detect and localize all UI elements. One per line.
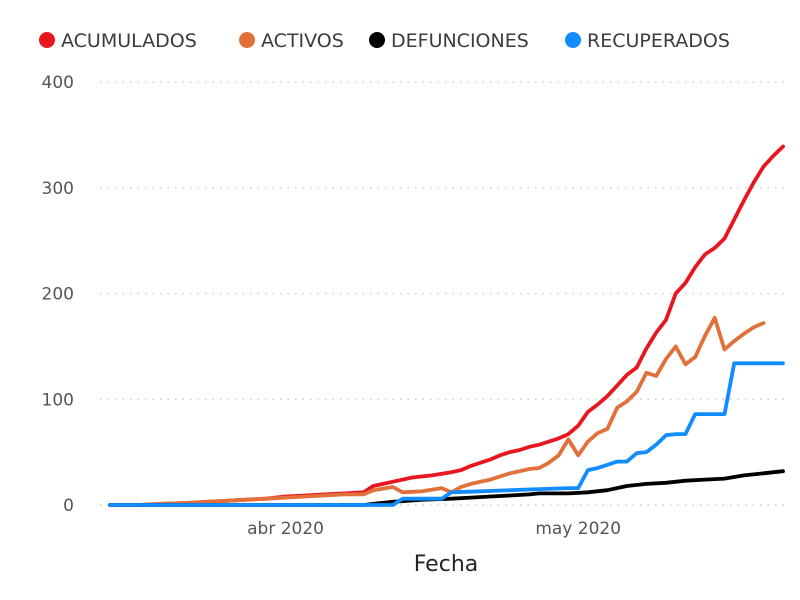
y-tick-label: 300 xyxy=(42,179,74,199)
series-line-recuperados xyxy=(108,361,785,507)
y-tick-label: 100 xyxy=(42,390,74,410)
legend-label: DEFUNCIONES xyxy=(391,30,529,52)
legend-item-defunciones: DEFUNCIONES xyxy=(369,30,529,52)
legend-marker xyxy=(239,32,255,48)
x-tick-label: abr 2020 xyxy=(247,519,324,539)
legend-item-recuperados: RECUPERADOS xyxy=(565,30,730,52)
legend-item-acumulados: ACUMULADOS xyxy=(39,30,197,52)
legend-marker xyxy=(39,32,55,48)
y-tick-label: 0 xyxy=(63,496,74,516)
series-line-activos xyxy=(108,315,766,507)
legend: ACUMULADOS ACTIVOS DEFUNCIONES RECUPERADOS xyxy=(39,30,730,52)
legend-label: RECUPERADOS xyxy=(587,30,730,52)
legend-marker xyxy=(565,32,581,48)
legend-label: ACUMULADOS xyxy=(61,30,197,52)
series-lines xyxy=(108,144,785,507)
y-tick-label: 400 xyxy=(42,73,74,93)
y-tick-label: 200 xyxy=(42,285,74,305)
legend-item-activos: ACTIVOS xyxy=(239,30,344,52)
series-line-acumulados xyxy=(108,144,785,507)
legend-marker xyxy=(369,32,385,48)
x-axis: abr 2020 may 2020 xyxy=(247,519,621,539)
x-tick-label: may 2020 xyxy=(535,519,621,539)
legend-label: ACTIVOS xyxy=(261,30,344,52)
x-axis-title: Fecha xyxy=(414,552,479,577)
gridlines xyxy=(100,81,785,506)
y-axis: 0 100 200 300 400 xyxy=(42,73,74,516)
